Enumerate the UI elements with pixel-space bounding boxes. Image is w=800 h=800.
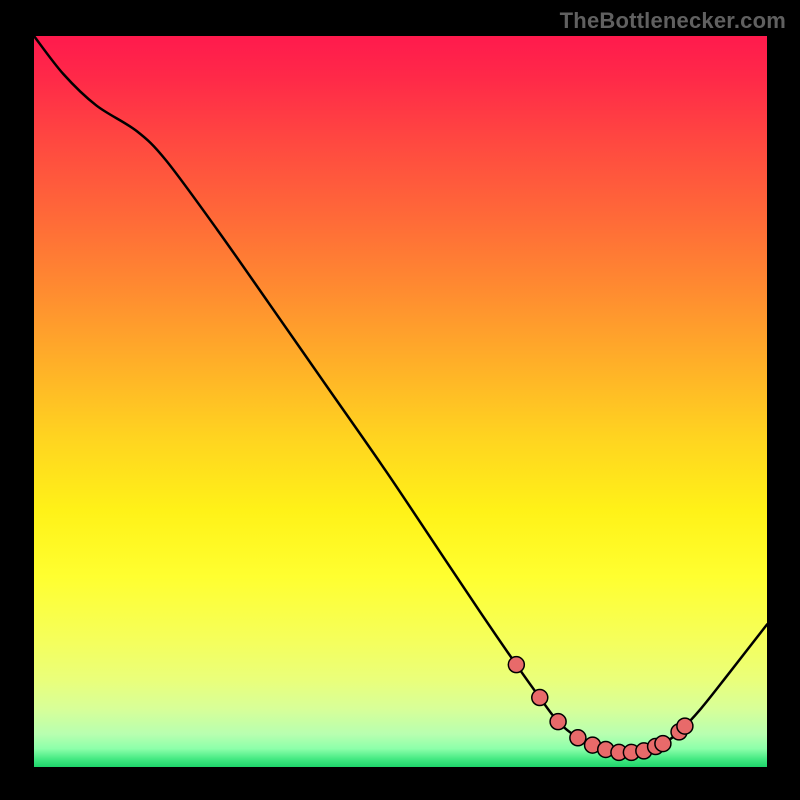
data-marker [532, 690, 548, 706]
root-container: TheBottlenecker.com [0, 0, 800, 800]
watermark-text: TheBottlenecker.com [560, 8, 786, 34]
data-marker [570, 730, 586, 746]
data-marker [508, 657, 524, 673]
data-marker [677, 718, 693, 734]
plot-area [34, 36, 767, 767]
data-marker [655, 736, 671, 752]
data-marker [550, 714, 566, 730]
chart-svg [34, 36, 767, 767]
gradient-background [34, 36, 767, 767]
